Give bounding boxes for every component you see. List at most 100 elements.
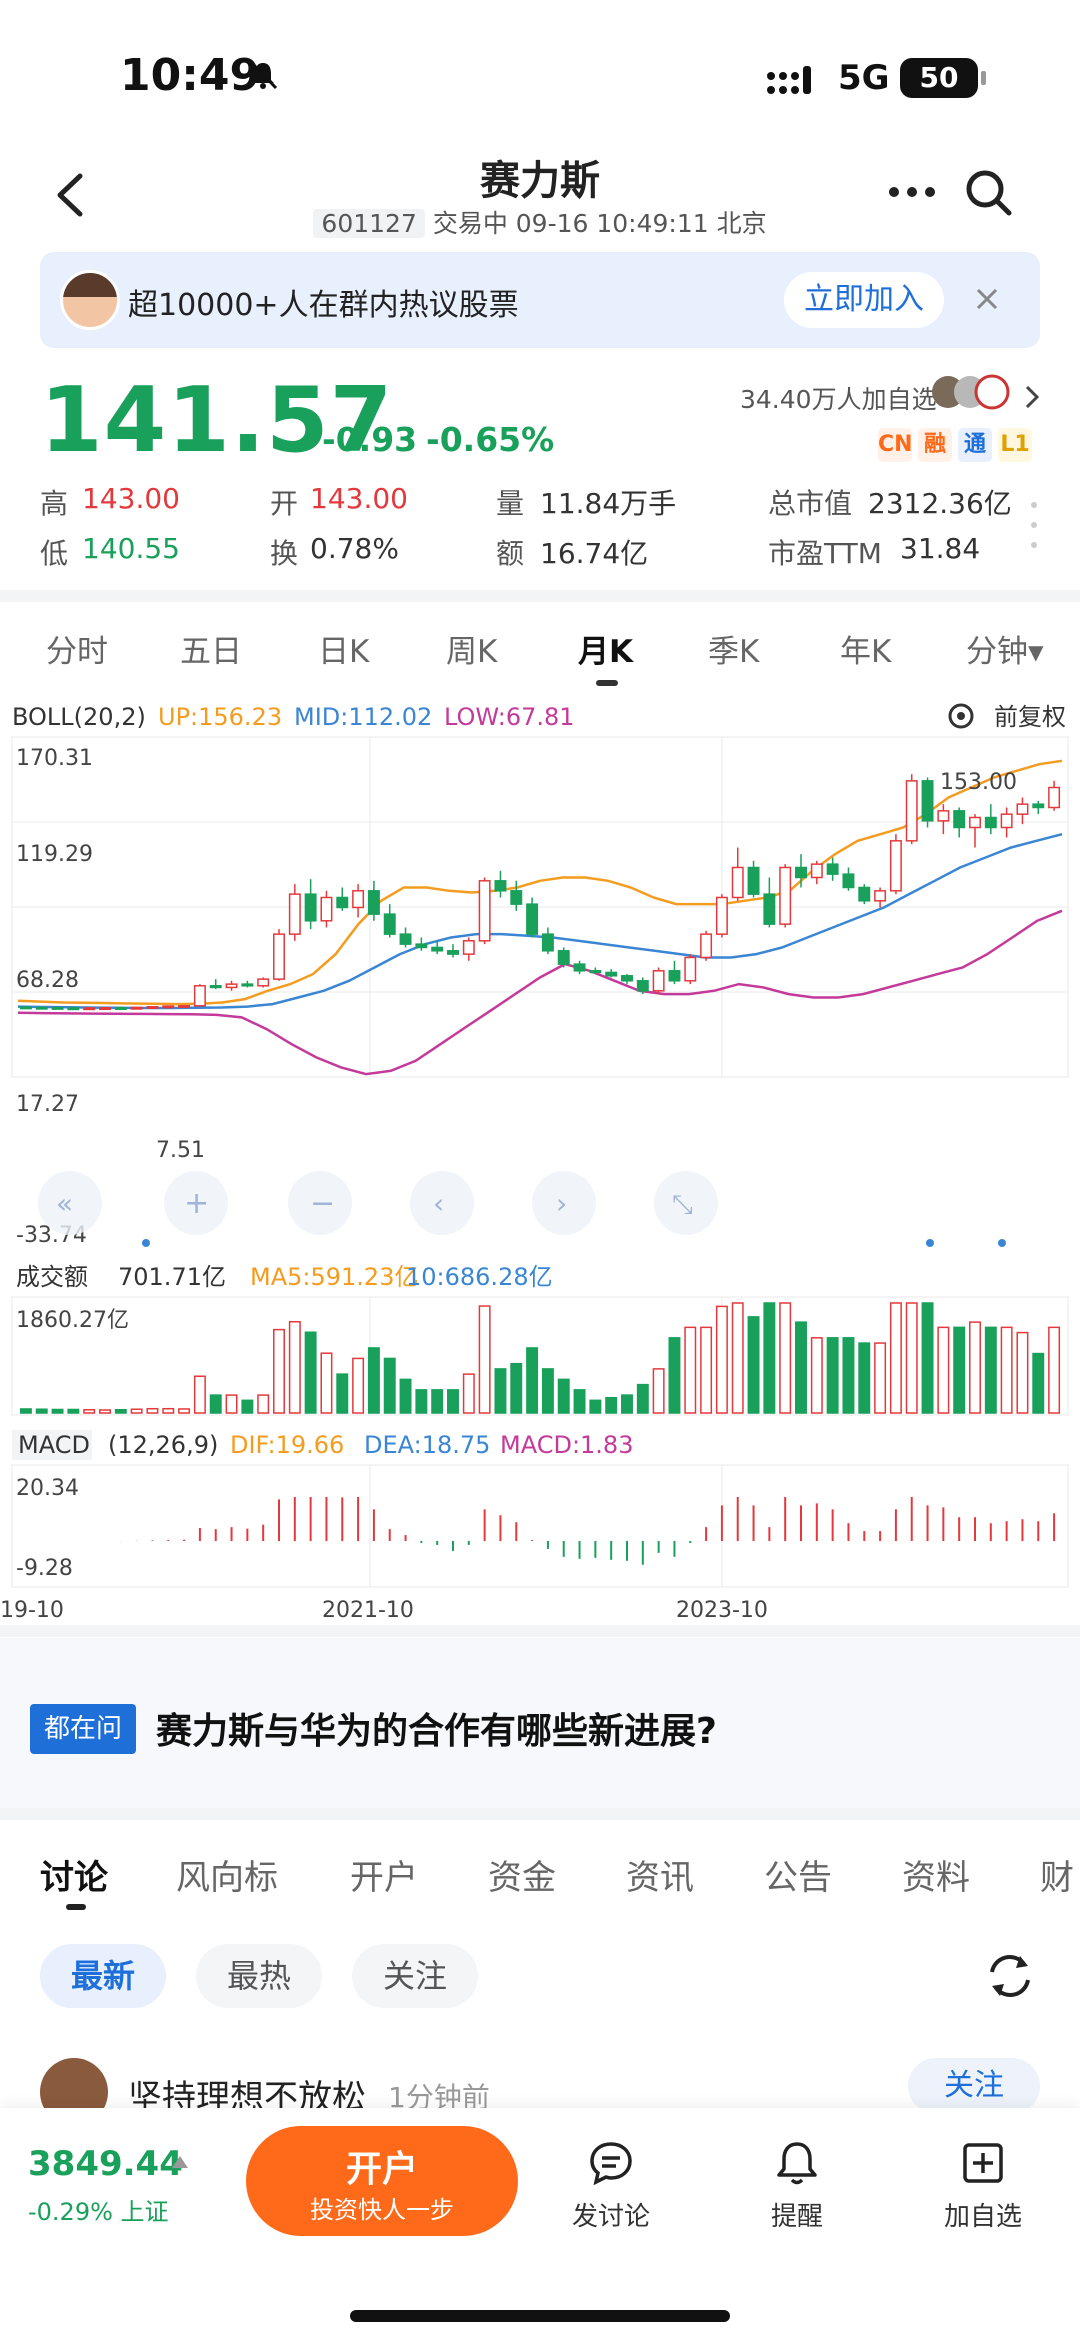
volume-bar	[1032, 1352, 1045, 1414]
tab-monthly-k[interactable]: 月K	[578, 634, 634, 670]
tab-quarterly-k[interactable]: 季K	[708, 634, 760, 670]
tab-open-account[interactable]: 开户	[350, 1858, 418, 1898]
volume-bar	[99, 1409, 111, 1414]
boll-mid-value: MID:112.02	[294, 703, 432, 731]
event-marker[interactable]	[926, 1239, 934, 1247]
open-account-button[interactable]: 开户 投资快人一步	[246, 2126, 518, 2236]
badge-l1: L1	[998, 428, 1032, 462]
content-tabs: 讨论 风向标 开户 资金 资讯 公告 资料 财	[0, 1840, 1080, 1920]
back-arrow-icon[interactable]	[50, 170, 90, 220]
volume-ma10: 10:686.28亿	[406, 1263, 553, 1291]
kline-chart[interactable]: BOLL(20,2) UP:156.23 MID:112.02 LOW:67.8…	[0, 695, 1080, 1625]
candle-body	[367, 890, 380, 915]
candle-body	[399, 933, 412, 945]
watcher-avatars[interactable]	[930, 372, 1010, 412]
candle-body	[921, 780, 934, 822]
alert-label: 提醒	[770, 2202, 823, 2232]
candle-body	[747, 866, 760, 895]
macd-label[interactable]: MACD	[18, 1431, 90, 1459]
settings-icon[interactable]	[948, 703, 974, 729]
candle-body	[225, 983, 238, 989]
macd-top-tick: 20.34	[16, 1476, 79, 1501]
adjust-mode[interactable]: 前复权	[994, 703, 1066, 731]
tab-funds[interactable]: 资金	[488, 1858, 556, 1898]
volume-bar	[241, 1399, 254, 1414]
volume-bar	[83, 1409, 96, 1414]
candle-body	[636, 980, 649, 992]
candle-body	[715, 896, 728, 935]
zoom-in-button[interactable]	[164, 1171, 228, 1235]
section-divider	[0, 1625, 1080, 1637]
hot-question[interactable]: 都在问 赛力斯与华为的合作有哪些新进展?	[0, 1638, 1080, 1808]
vertical-more-icon[interactable]	[1030, 500, 1038, 550]
banner-avatar	[60, 270, 120, 330]
tab-announcements[interactable]: 公告	[764, 1858, 832, 1898]
volume-bar	[905, 1302, 918, 1414]
candle-body	[605, 971, 618, 977]
high-value: 143.00	[82, 482, 180, 515]
scroll-left-button[interactable]	[38, 1171, 102, 1235]
prev-button[interactable]	[410, 1171, 474, 1235]
tab-trend[interactable]: 风向标	[176, 1858, 278, 1898]
tab-minute[interactable]: 分钟▾	[966, 634, 1044, 670]
filter-latest[interactable]: 最新	[40, 1944, 166, 2008]
filter-hot[interactable]: 最热	[196, 1944, 322, 2008]
filter-following[interactable]: 关注	[352, 1944, 478, 2008]
tab-profile[interactable]: 资料	[902, 1858, 970, 1898]
fullscreen-button[interactable]	[654, 1171, 718, 1235]
alert-button[interactable]: 提醒	[732, 2138, 862, 2233]
tab-daily-k[interactable]: 日K	[318, 634, 370, 670]
section-divider	[0, 1808, 1080, 1820]
tab-yearly-k[interactable]: 年K	[840, 634, 892, 670]
volume-value: 11.84万手	[540, 487, 677, 520]
candle-body	[114, 1007, 127, 1011]
tab-finance[interactable]: 财	[1040, 1858, 1074, 1898]
low-value: 140.55	[82, 532, 180, 565]
next-button[interactable]	[532, 1171, 596, 1235]
more-icon[interactable]	[888, 186, 936, 198]
volume-bar	[288, 1321, 301, 1414]
candle-body	[478, 880, 491, 942]
tab-five-day[interactable]: 五日	[180, 634, 242, 670]
event-marker[interactable]	[142, 1239, 150, 1247]
candle-body	[494, 880, 507, 892]
watchlist-count[interactable]: 34.40万人加自选	[740, 385, 937, 414]
volume-bar	[178, 1408, 191, 1414]
volume-bar	[130, 1408, 143, 1414]
turnover-label: 换	[270, 537, 299, 570]
plus-icon: +	[184, 1186, 209, 1221]
high-label: 高	[40, 487, 69, 520]
zoom-out-button[interactable]	[288, 1171, 352, 1235]
volume-bar	[826, 1337, 839, 1414]
volume-bar	[731, 1302, 744, 1414]
candle-body	[557, 950, 570, 965]
volume-bar	[352, 1357, 365, 1414]
tab-timeshare[interactable]: 分时	[46, 634, 108, 670]
macd-label-bg	[12, 1430, 92, 1460]
join-button[interactable]: 立即加入	[784, 272, 944, 328]
volume-bar	[304, 1331, 317, 1414]
volume-bar	[336, 1373, 349, 1414]
tab-discussion[interactable]: 讨论	[40, 1858, 108, 1898]
candle-body	[146, 1006, 159, 1010]
add-watchlist-button[interactable]: 加自选	[918, 2138, 1048, 2233]
search-icon[interactable]	[962, 166, 1014, 218]
close-icon[interactable]	[970, 282, 1004, 316]
settings-icon-dot	[957, 712, 965, 720]
chevron-right-icon[interactable]	[1022, 382, 1042, 412]
candle-body	[447, 950, 459, 955]
ask-question[interactable]: 赛力斯与华为的合作有哪些新进展?	[156, 1711, 717, 1752]
candle-body	[352, 890, 365, 909]
candle-body	[684, 956, 697, 982]
tab-news[interactable]: 资讯	[626, 1858, 694, 1898]
tab-weekly-k[interactable]: 周K	[446, 634, 498, 670]
group-banner[interactable]: 超10000+人在群内热议股票 立即加入	[40, 252, 1040, 348]
candle-body	[731, 866, 744, 899]
follow-button[interactable]: 关注	[908, 2058, 1040, 2114]
index-value[interactable]: 3849.44	[28, 2144, 183, 2184]
macd-dif: DIF:19.66	[230, 1431, 344, 1459]
event-marker[interactable]	[998, 1239, 1006, 1247]
candle-body	[984, 816, 997, 829]
post-discussion-button[interactable]: 发讨论	[546, 2138, 676, 2233]
refresh-icon[interactable]	[984, 1950, 1036, 2002]
